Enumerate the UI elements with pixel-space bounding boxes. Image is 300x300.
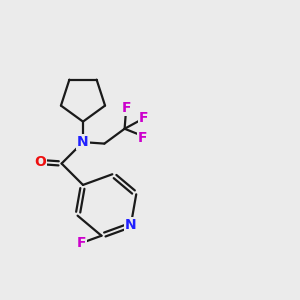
Text: F: F	[138, 131, 147, 145]
Text: N: N	[125, 218, 136, 232]
Text: F: F	[77, 236, 87, 250]
Text: O: O	[34, 155, 46, 169]
Text: F: F	[139, 111, 149, 125]
Text: F: F	[121, 101, 131, 115]
Text: N: N	[77, 135, 89, 149]
